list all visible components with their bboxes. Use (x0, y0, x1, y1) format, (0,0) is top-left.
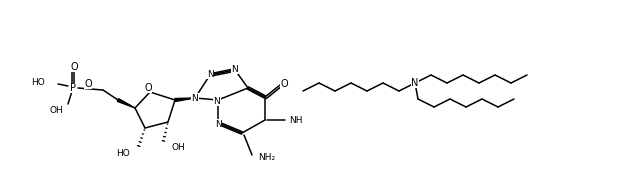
Text: N: N (215, 120, 222, 129)
Text: HO: HO (116, 148, 130, 158)
Text: NH₂: NH₂ (258, 152, 275, 161)
Text: OH: OH (50, 105, 63, 114)
Text: O: O (70, 62, 78, 72)
Text: N: N (192, 93, 198, 102)
Text: N: N (411, 78, 418, 88)
Text: N: N (206, 69, 213, 78)
Text: N: N (213, 96, 220, 105)
Polygon shape (117, 99, 135, 108)
Text: N: N (232, 64, 238, 73)
Text: O: O (144, 83, 152, 93)
Polygon shape (175, 98, 195, 102)
Text: P: P (70, 83, 76, 93)
Text: O: O (84, 79, 92, 89)
Text: O: O (280, 79, 288, 89)
Text: OH: OH (171, 143, 185, 152)
Text: HO: HO (31, 78, 45, 87)
Text: NH: NH (289, 116, 302, 125)
